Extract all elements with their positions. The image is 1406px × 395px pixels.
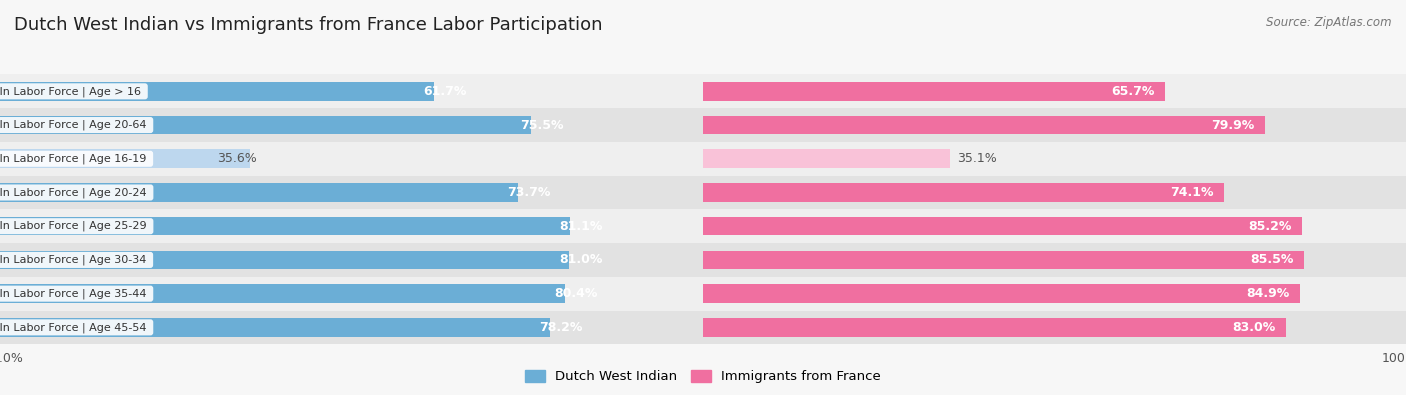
Text: In Labor Force | Age 20-64: In Labor Force | Age 20-64	[0, 120, 150, 130]
Bar	[0, 251, 569, 269]
Bar	[703, 217, 1302, 235]
Text: 61.7%: 61.7%	[423, 85, 467, 98]
Bar	[703, 277, 1406, 310]
Bar	[0, 149, 250, 168]
Text: 35.1%: 35.1%	[956, 152, 997, 165]
Bar	[703, 75, 1406, 108]
Text: 74.1%: 74.1%	[1170, 186, 1213, 199]
Text: In Labor Force | Age 45-54: In Labor Force | Age 45-54	[0, 322, 150, 333]
Bar	[0, 176, 703, 209]
Text: In Labor Force | Age 16-19: In Labor Force | Age 16-19	[0, 154, 150, 164]
Text: In Labor Force | Age 35-44: In Labor Force | Age 35-44	[0, 288, 150, 299]
Bar	[0, 284, 565, 303]
Bar	[703, 284, 1301, 303]
Bar	[703, 149, 950, 168]
Text: 81.0%: 81.0%	[560, 254, 602, 267]
Bar	[0, 82, 434, 101]
Bar	[0, 277, 703, 310]
Bar	[703, 176, 1406, 209]
Text: Dutch West Indian vs Immigrants from France Labor Participation: Dutch West Indian vs Immigrants from Fra…	[14, 16, 603, 34]
Text: 79.9%: 79.9%	[1211, 118, 1254, 132]
Bar	[0, 318, 550, 337]
Text: 83.0%: 83.0%	[1233, 321, 1277, 334]
Text: 81.1%: 81.1%	[560, 220, 603, 233]
Bar	[0, 217, 571, 235]
Bar	[0, 310, 703, 344]
Text: 78.2%: 78.2%	[540, 321, 582, 334]
Text: 85.2%: 85.2%	[1249, 220, 1292, 233]
Bar	[0, 183, 517, 202]
Bar	[0, 142, 703, 176]
Bar	[703, 318, 1286, 337]
Bar	[703, 310, 1406, 344]
Bar	[0, 75, 703, 108]
Legend: Dutch West Indian, Immigrants from France: Dutch West Indian, Immigrants from Franc…	[520, 365, 886, 388]
Bar	[703, 108, 1406, 142]
Bar	[703, 116, 1265, 134]
Text: 84.9%: 84.9%	[1246, 287, 1289, 300]
Text: 35.6%: 35.6%	[218, 152, 257, 165]
Bar	[703, 183, 1223, 202]
Bar	[703, 251, 1305, 269]
Bar	[0, 243, 703, 277]
Bar	[703, 209, 1406, 243]
Bar	[703, 82, 1166, 101]
Text: 73.7%: 73.7%	[508, 186, 551, 199]
Text: 65.7%: 65.7%	[1111, 85, 1154, 98]
Text: In Labor Force | Age > 16: In Labor Force | Age > 16	[0, 86, 145, 97]
Text: 80.4%: 80.4%	[554, 287, 598, 300]
Bar	[0, 209, 703, 243]
Text: In Labor Force | Age 30-34: In Labor Force | Age 30-34	[0, 255, 150, 265]
Text: In Labor Force | Age 20-24: In Labor Force | Age 20-24	[0, 187, 150, 198]
Bar	[0, 108, 703, 142]
Bar	[0, 116, 531, 134]
Text: In Labor Force | Age 25-29: In Labor Force | Age 25-29	[0, 221, 150, 231]
Text: 75.5%: 75.5%	[520, 118, 564, 132]
Bar	[703, 243, 1406, 277]
Text: 85.5%: 85.5%	[1250, 254, 1294, 267]
Bar	[703, 142, 1406, 176]
Text: Source: ZipAtlas.com: Source: ZipAtlas.com	[1267, 16, 1392, 29]
